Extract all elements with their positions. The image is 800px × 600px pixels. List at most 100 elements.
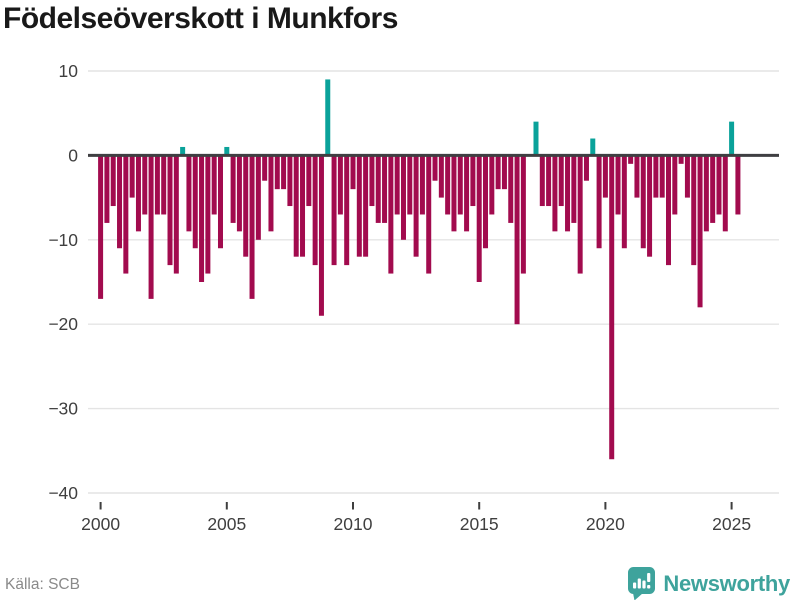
bar-2018-Q4	[571, 155, 577, 223]
bar-2002-Q1	[148, 155, 154, 299]
bar-2025-Q2	[735, 155, 741, 215]
bar-2025-Q1	[729, 121, 735, 156]
bar-2014-Q3	[464, 155, 470, 232]
bar-2020-Q4	[621, 155, 627, 249]
x-tick-label: 2010	[334, 514, 373, 534]
bar-2010-Q1	[350, 155, 356, 190]
bar-2012-Q4	[419, 155, 425, 215]
bar-2005-Q1	[224, 146, 230, 156]
bar-2010-Q3	[363, 155, 369, 257]
bar-2014-Q2	[457, 155, 463, 215]
bar-2003-Q3	[186, 155, 192, 232]
bar-2009-Q4	[344, 155, 350, 266]
bar-2007-Q2	[281, 155, 287, 190]
bar-2005-Q4	[243, 155, 249, 257]
newsworthy-logo: Newsworthy	[627, 566, 790, 600]
bar-2010-Q4	[369, 155, 375, 207]
bar-2001-Q1	[123, 155, 129, 274]
bar-2008-Q3	[312, 155, 318, 266]
bar-2016-Q2	[508, 155, 514, 223]
bar-2000-Q4	[117, 155, 123, 249]
bar-2018-Q1	[552, 155, 558, 232]
bar-2020-Q2	[609, 155, 615, 460]
bar-2017-Q2	[533, 121, 539, 156]
bar-2003-Q2	[180, 146, 186, 156]
bar-2006-Q1	[249, 155, 255, 299]
bar-2017-Q3	[539, 155, 545, 207]
bar-2020-Q3	[615, 155, 621, 215]
bar-2000-Q2	[104, 155, 110, 223]
bar-2023-Q4	[697, 155, 703, 308]
bar-2002-Q3	[161, 155, 167, 215]
bar-2019-Q3	[590, 138, 596, 156]
bar-2007-Q3	[287, 155, 293, 207]
bar-2006-Q3	[262, 155, 268, 181]
bar-2009-Q3	[337, 155, 343, 215]
x-tick-label: 2020	[586, 514, 625, 534]
x-tick-label: 2025	[712, 514, 751, 534]
bar-2001-Q2	[129, 155, 135, 198]
y-tick-label: −10	[48, 230, 78, 250]
bar-2003-Q4	[192, 155, 198, 249]
bar-2022-Q2	[659, 155, 665, 198]
bar-2015-Q4	[495, 155, 501, 190]
chart-title: Födelseöverskott i Munkfors	[3, 2, 398, 35]
bar-2024-Q3	[716, 155, 722, 215]
bar-2012-Q2	[407, 155, 413, 215]
bar-2013-Q1	[426, 155, 432, 274]
bar-2001-Q3	[135, 155, 141, 232]
bar-2002-Q2	[154, 155, 160, 215]
bar-2012-Q1	[400, 155, 406, 240]
x-tick-label: 2015	[460, 514, 499, 534]
bar-2019-Q2	[583, 155, 589, 181]
bar-2005-Q3	[236, 155, 242, 232]
bar-2018-Q2	[558, 155, 564, 207]
bar-2015-Q3	[489, 155, 495, 215]
bar-2021-Q4	[647, 155, 653, 257]
newsworthy-wordmark: Newsworthy	[663, 570, 790, 596]
bar-2019-Q1	[577, 155, 583, 274]
bar-2013-Q4	[445, 155, 451, 215]
bar-2004-Q3	[211, 155, 217, 215]
bar-2004-Q2	[205, 155, 211, 274]
bar-2019-Q4	[596, 155, 602, 249]
bar-2003-Q1	[173, 155, 179, 274]
bar-2008-Q1	[300, 155, 306, 257]
bar-2008-Q2	[306, 155, 312, 207]
bar-2023-Q1	[678, 155, 684, 164]
bar-2014-Q4	[470, 155, 476, 207]
bar-2015-Q2	[483, 155, 489, 249]
bar-2001-Q4	[142, 155, 148, 215]
bar-2021-Q2	[634, 155, 640, 198]
bar-2004-Q1	[199, 155, 205, 282]
bar-2013-Q3	[438, 155, 444, 198]
bar-2020-Q1	[602, 155, 608, 198]
bar-2013-Q2	[432, 155, 438, 181]
bar-2005-Q2	[230, 155, 236, 223]
bar-2022-Q4	[672, 155, 678, 215]
bar-2024-Q2	[710, 155, 716, 223]
bar-2023-Q3	[691, 155, 697, 266]
bar-2007-Q1	[274, 155, 280, 190]
bar-2024-Q1	[703, 155, 709, 232]
bar-2009-Q1	[325, 79, 331, 156]
bar-2022-Q3	[666, 155, 671, 266]
bar-2024-Q4	[722, 155, 728, 232]
bar-2000-Q1	[98, 155, 104, 299]
x-tick-label: 2005	[207, 514, 246, 534]
y-tick-label: −30	[48, 399, 78, 419]
bar-2011-Q2	[382, 155, 388, 223]
y-tick-label: −40	[48, 483, 78, 503]
bar-2009-Q2	[331, 155, 337, 266]
y-tick-label: −20	[48, 314, 78, 334]
newsworthy-speech-bubble-barchart-icon	[628, 567, 656, 600]
bar-2007-Q4	[293, 155, 299, 257]
bar-2016-Q4	[520, 155, 526, 274]
bar-2021-Q3	[640, 155, 646, 249]
x-tick-label: 2000	[81, 514, 120, 534]
bar-2015-Q1	[476, 155, 482, 282]
bar-2008-Q4	[318, 155, 324, 316]
source-label: Källa: SCB	[5, 576, 80, 593]
bar-2018-Q3	[565, 155, 571, 232]
